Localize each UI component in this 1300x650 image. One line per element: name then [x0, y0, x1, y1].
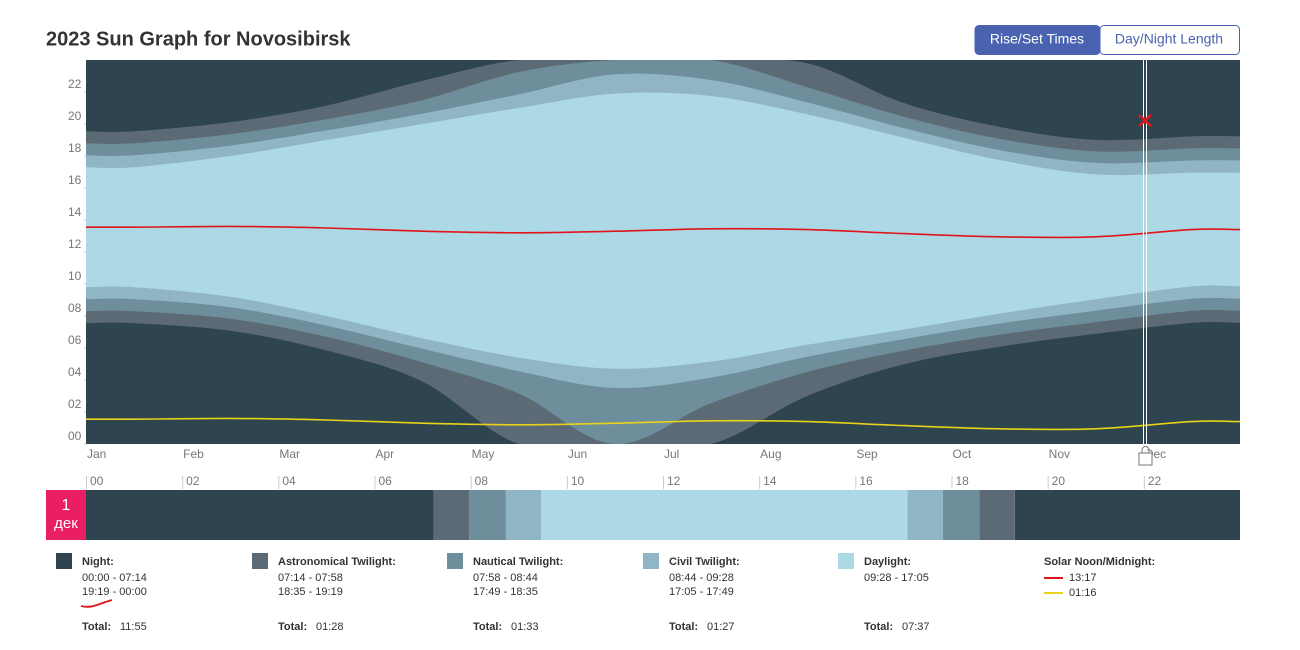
y-tick-label: 20	[68, 109, 82, 123]
day-segment	[1014, 490, 1240, 540]
legend-range: 19:19 - 00:00	[82, 586, 147, 598]
legend-swatch	[838, 553, 854, 569]
legend-name: Nautical Twilight:	[473, 556, 563, 568]
x-tick-label: Jul	[664, 447, 679, 461]
day-night-button[interactable]	[1099, 25, 1240, 55]
y-tick-label: 10	[68, 269, 82, 283]
hour-tick-label: 02	[186, 474, 200, 488]
day-segment	[942, 490, 980, 540]
x-tick-label: Nov	[1049, 447, 1070, 461]
lock-icon[interactable]	[1138, 452, 1153, 466]
cursor-marker	[1138, 114, 1152, 127]
legend-range: 17:05 - 17:49	[669, 586, 734, 598]
date-badge	[46, 490, 86, 540]
date-day: 1	[62, 497, 71, 514]
x-tick-label: Oct	[953, 447, 972, 461]
day-bar: 1 дек 00 02 04 06 08 10 12 14 16 18 20 22	[46, 474, 1240, 540]
view-toggle: Rise/Set Times Day/Night Length	[974, 25, 1240, 55]
total-value: 01:33	[511, 621, 539, 633]
day-segment	[505, 490, 542, 540]
day-segment	[979, 490, 1015, 540]
button-label[interactable]: Rise/Set Times	[990, 31, 1084, 47]
legend-name: Night:	[82, 556, 114, 568]
x-tick-label: Aug	[760, 447, 781, 461]
hour-tick-label: 10	[571, 474, 585, 488]
date-month: дек	[54, 515, 78, 532]
legend-range: 00:00 - 07:14	[82, 572, 147, 584]
legend-name: Daylight:	[864, 556, 911, 568]
plot-area	[86, 60, 1240, 444]
y-tick-label: 02	[68, 397, 82, 411]
solar-line	[86, 225, 1240, 239]
y-tick-label: 14	[68, 205, 82, 219]
solar-line	[86, 417, 1240, 431]
hour-tick-label: 16	[859, 474, 873, 488]
total-value: 07:37	[902, 621, 930, 633]
legend-line-label: 13:17	[1069, 572, 1097, 584]
hour-tick-label: 12	[667, 474, 681, 488]
day-segment	[433, 490, 470, 540]
x-tick-label: Feb	[183, 447, 204, 461]
hour-tick-label: 14	[763, 474, 777, 488]
legend-swatch	[447, 553, 463, 569]
hour-tick-label: 00	[90, 474, 104, 488]
total-label: Total:	[278, 621, 307, 633]
hour-tick-label: 18	[956, 474, 970, 488]
total-label: Total:	[864, 621, 893, 633]
hour-tick-label: 22	[1148, 474, 1162, 488]
legend-name: Civil Twilight:	[669, 556, 740, 568]
total-label: Total:	[669, 621, 698, 633]
x-tick-label: Jan	[87, 447, 106, 461]
x-tick-label: Mar	[279, 447, 300, 461]
y-tick-label: 04	[68, 365, 82, 379]
legend-name: Solar Noon/Midnight:	[1044, 556, 1155, 568]
hour-tick-label: 04	[282, 474, 296, 488]
date-cursor	[1138, 60, 1153, 466]
y-tick-label: 16	[68, 173, 82, 187]
y-tick-label: 22	[68, 77, 82, 91]
legend-range: 09:28 - 17:05	[864, 572, 929, 584]
y-tick-label: 06	[68, 333, 82, 347]
legend-range: 08:44 - 09:28	[669, 572, 734, 584]
legend-range: 07:14 - 07:58	[278, 572, 343, 584]
y-tick-label: 08	[68, 301, 82, 315]
axes: 00 02 04 06 08 10 12 14 16 18 20 22 Jan Feb Mar Apr May J…	[68, 77, 1166, 461]
day-segment	[541, 490, 908, 540]
y-tick-label: 12	[68, 237, 82, 251]
lock-icon	[1141, 446, 1150, 453]
legend-swatch	[56, 553, 72, 569]
legend-range: 17:49 - 18:35	[473, 586, 538, 598]
day-segment	[469, 490, 506, 540]
day-segment	[86, 490, 434, 540]
y-tick-label: 00	[68, 429, 82, 443]
total-label: Total:	[82, 621, 111, 633]
x-tick-label: May	[472, 447, 495, 461]
legend-range: 07:58 - 08:44	[473, 572, 538, 584]
hour-tick-label: 06	[379, 474, 393, 488]
total-value: 11:55	[120, 621, 147, 633]
x-tick-label: Jun	[568, 447, 587, 461]
button-label[interactable]: Day/Night Length	[1115, 31, 1223, 47]
day-segment	[907, 490, 943, 540]
legend-swatch	[252, 553, 268, 569]
hour-tick-label: 20	[1052, 474, 1066, 488]
page-title: 2023 Sun Graph for Novosibirsk	[46, 28, 351, 50]
total-value: 01:28	[316, 621, 344, 633]
handwritten-underline	[80, 599, 113, 608]
total-value: 01:27	[707, 621, 735, 633]
twilight-band	[86, 92, 1240, 369]
legend: Night: 00:00 - 07:14 19:19 - 00:00 Total: 11…	[56, 553, 1155, 633]
legend-name: Astronomical Twilight:	[278, 556, 396, 568]
x-tick-label: Apr	[376, 447, 395, 461]
total-label: Total:	[473, 621, 502, 633]
legend-swatch	[643, 553, 659, 569]
legend-range: 18:35 - 19:19	[278, 586, 343, 598]
legend-line-label: 01:16	[1069, 587, 1097, 599]
y-tick-label: 18	[68, 141, 82, 155]
x-tick-label: Sep	[856, 447, 878, 461]
hour-tick-label: 08	[475, 474, 489, 488]
